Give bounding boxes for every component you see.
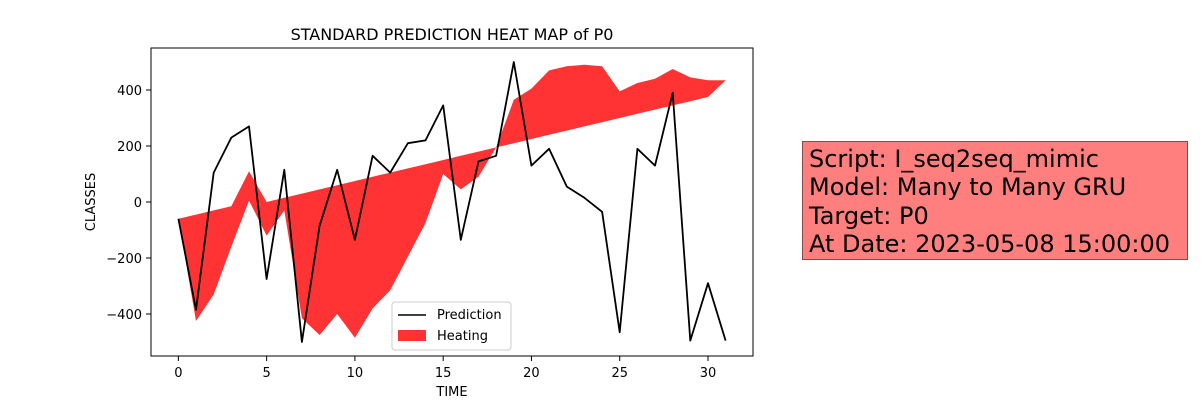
info-target: Target: P0 [809,201,929,230]
legend-heating-label: Heating [437,329,488,344]
legend: Prediction Heating [391,301,512,351]
info-date: At Date: 2023-05-08 15:00:00 [809,229,1171,258]
x-tick-label: 20 [523,366,540,381]
info-script: Script: I_seq2seq_mimic [809,145,1099,173]
y-axis-label: CLASSES [84,173,99,231]
y-tick-label: 0 [134,196,142,211]
x-tick-label: 25 [611,366,628,381]
y-tick-label: 200 [117,140,142,155]
fill-layer [178,64,726,338]
info-model: Model: Many to Many GRU [809,173,1127,202]
heating-area [178,64,726,338]
info-box: Script: I_seq2seq_mimic Model: Many to M… [802,141,1188,260]
y-tick-label: −200 [106,252,142,267]
x-tick-label: 15 [435,366,452,381]
chart: STANDARD PREDICTION HEAT MAP of P0 0 5 10 1… [84,25,754,400]
x-axis: 0 5 10 15 20 25 30 [174,356,716,381]
x-axis-label: TIME [435,385,467,400]
line-layer [177,61,727,343]
y-tick-label: 400 [117,84,142,99]
prediction-line [177,61,727,343]
y-tick-label: −400 [106,308,142,323]
y-axis: −400 −200 0 200 400 [106,84,151,323]
x-tick-label: 10 [347,366,364,381]
x-tick-label: 0 [174,366,182,381]
legend-heating-swatch [398,330,426,341]
x-tick-label: 30 [700,366,717,381]
x-tick-label: 5 [262,366,270,381]
chart-title: STANDARD PREDICTION HEAT MAP of P0 [291,25,614,44]
legend-prediction-label: Prediction [437,308,502,323]
